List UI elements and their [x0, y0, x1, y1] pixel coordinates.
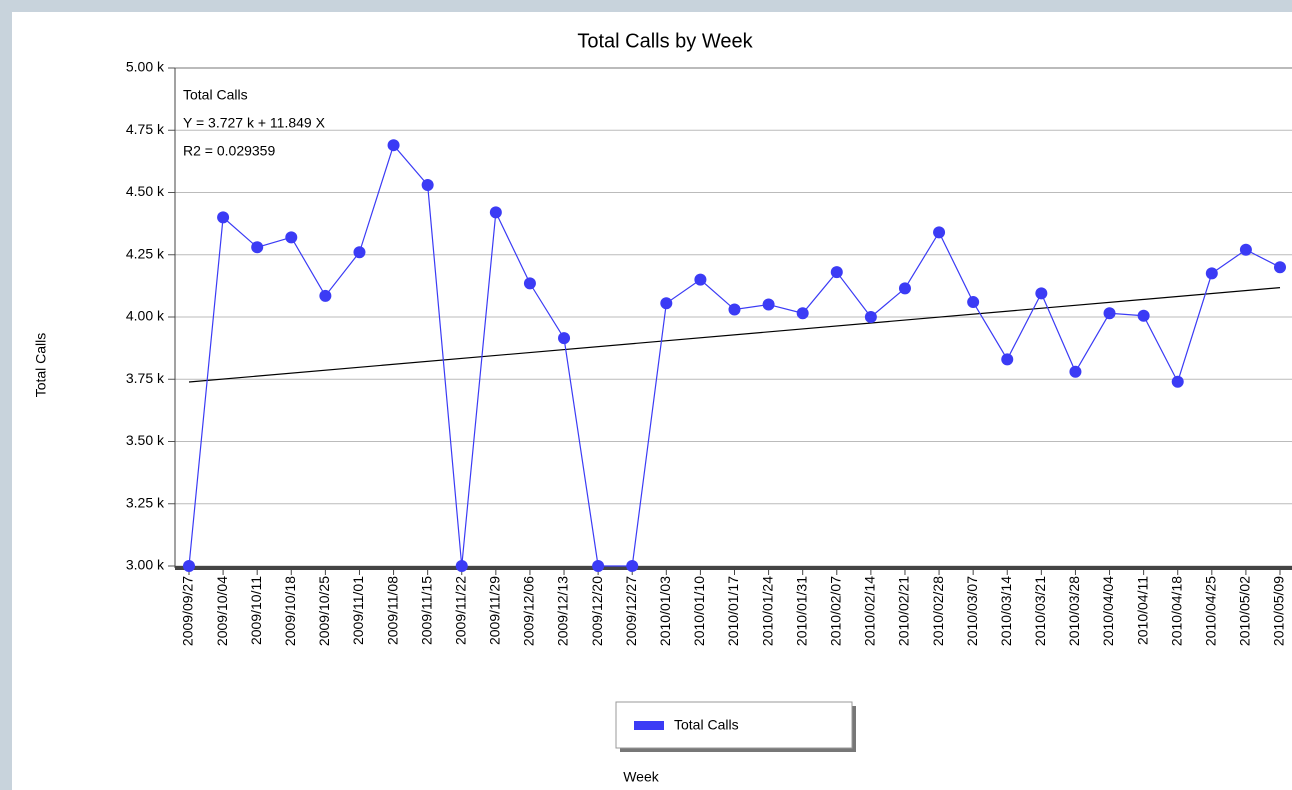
data-point	[1171, 375, 1184, 388]
x-tick-label: 2009/12/20	[589, 576, 605, 646]
x-tick-label: 2010/04/18	[1168, 576, 1184, 646]
x-tick-label: 2010/01/17	[725, 576, 741, 646]
data-point	[830, 266, 843, 279]
data-point	[1001, 353, 1014, 366]
data-point	[251, 241, 264, 254]
data-point	[1103, 307, 1116, 320]
data-point	[762, 298, 775, 311]
x-tick-label: 2009/10/04	[214, 576, 230, 646]
x-tick-label: 2009/12/13	[555, 576, 571, 646]
y-tick-label: 5.00 k	[126, 59, 165, 75]
x-tick-label: 2009/10/25	[316, 576, 332, 646]
data-point	[319, 289, 332, 302]
trendline	[188, 287, 1281, 383]
trend-equation: Y = 3.727 k + 11.849 X	[183, 115, 326, 131]
data-point	[728, 303, 741, 316]
x-tick-label: 2010/04/25	[1203, 576, 1219, 646]
y-tick-label: 4.25 k	[126, 245, 165, 261]
data-point	[183, 560, 195, 572]
x-tick-label: 2010/03/21	[1032, 576, 1048, 646]
y-tick-label: 4.75 k	[126, 121, 165, 137]
chart-panel	[12, 12, 1292, 790]
y-axis-title: Total Calls	[33, 333, 49, 398]
data-point	[1274, 261, 1286, 274]
data-point	[1205, 267, 1218, 280]
x-tick-label: 2010/01/03	[657, 576, 673, 646]
data-point	[285, 231, 298, 244]
x-tick-label: 2010/04/11	[1134, 576, 1150, 645]
x-tick-label: 2010/05/02	[1237, 576, 1253, 646]
x-tick-label: 2009/10/18	[282, 576, 298, 646]
data-point	[421, 179, 434, 192]
data-point	[1137, 309, 1150, 322]
x-tick-label: 2009/12/06	[521, 576, 537, 646]
x-tick-label: 2009/11/15	[418, 576, 434, 645]
data-point	[387, 139, 400, 152]
data-point	[660, 297, 673, 310]
x-tick-label: 2010/03/07	[964, 576, 980, 646]
data-point	[933, 226, 946, 239]
y-tick-label: 4.00 k	[126, 308, 165, 324]
data-point	[489, 206, 502, 219]
y-tick-label: 3.75 k	[126, 370, 165, 386]
trend-series-name: Total Calls	[183, 87, 248, 103]
x-tick-label: 2010/02/07	[827, 576, 843, 646]
data-point	[898, 282, 911, 295]
y-tick-label: 3.00 k	[126, 557, 165, 573]
x-tick-label: 2010/03/14	[998, 576, 1014, 646]
x-tick-label: 2010/02/21	[896, 576, 912, 646]
x-tick-label: 2010/01/31	[793, 576, 809, 646]
data-point	[796, 307, 809, 320]
data-point	[626, 560, 639, 572]
x-tick-label: 2009/11/01	[350, 576, 366, 645]
x-tick-label: 2009/11/29	[487, 576, 503, 645]
y-tick-label: 4.50 k	[126, 183, 165, 199]
legend-label: Total Calls	[674, 717, 739, 733]
data-point	[558, 332, 571, 345]
y-tick-label: 3.25 k	[126, 494, 165, 510]
data-point	[592, 560, 605, 572]
x-tick-label: 2010/01/10	[691, 576, 707, 646]
x-tick-label: 2009/10/11	[248, 576, 264, 645]
legend-swatch	[634, 721, 664, 730]
x-tick-label: 2009/11/22	[452, 576, 468, 645]
x-tick-label: 2010/01/24	[759, 576, 775, 646]
x-tick-label: 2010/02/28	[930, 576, 946, 646]
x-tick-label: 2010/02/14	[862, 576, 878, 646]
x-tick-label: 2010/05/09	[1271, 576, 1287, 646]
data-point	[1035, 287, 1048, 300]
data-point	[864, 311, 877, 323]
y-tick-label: 3.50 k	[126, 432, 165, 448]
x-tick-label: 2009/12/27	[623, 576, 639, 646]
data-point	[217, 211, 230, 224]
trend-r2: R2 = 0.029359	[183, 143, 275, 159]
data-point	[967, 296, 980, 309]
x-tick-label: 2009/09/27	[180, 576, 196, 646]
x-axis-title: Week	[623, 769, 660, 785]
chart-title: Total Calls by Week	[577, 30, 753, 52]
x-tick-label: 2010/04/04	[1100, 576, 1116, 646]
data-point	[455, 560, 468, 572]
data-point	[1239, 243, 1252, 256]
x-tick-label: 2009/11/08	[384, 576, 400, 645]
data-point	[694, 273, 707, 286]
data-point	[523, 277, 536, 290]
data-point	[353, 246, 366, 259]
data-point	[1069, 365, 1082, 378]
x-tick-label: 2010/03/28	[1066, 576, 1082, 646]
